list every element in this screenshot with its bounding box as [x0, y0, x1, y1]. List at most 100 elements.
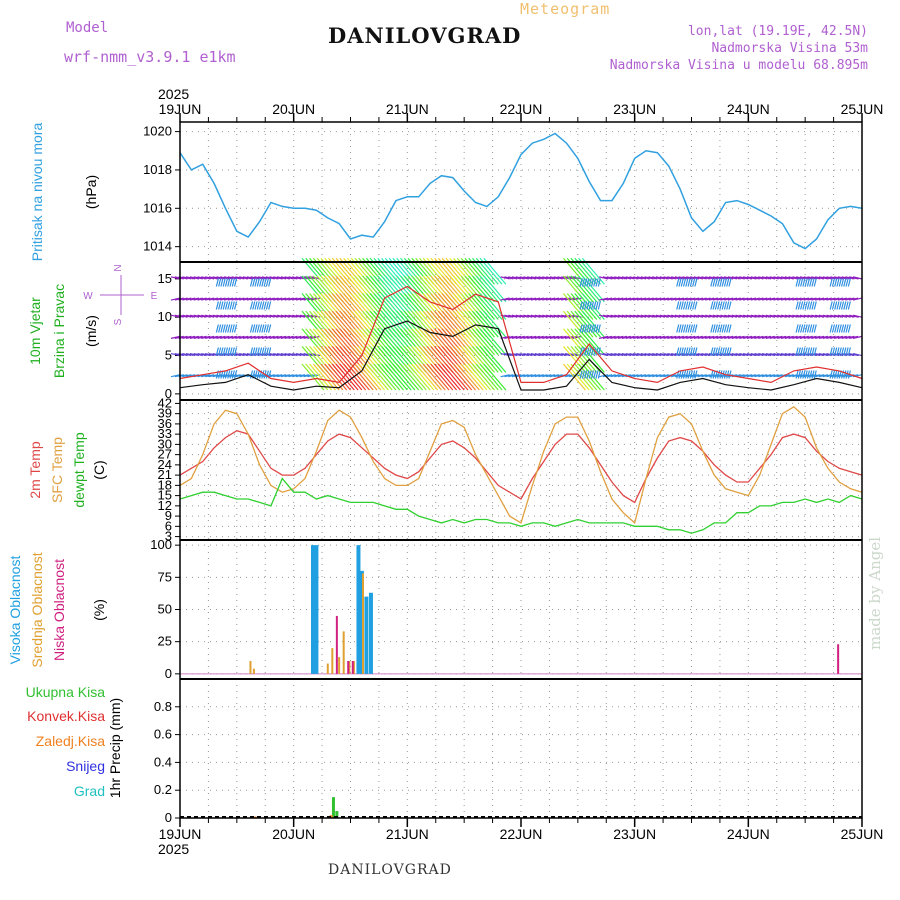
wind-arrow [780, 314, 791, 318]
day-label-top: 19JUN [159, 101, 202, 117]
wind-arrow [813, 370, 817, 379]
wind-arrow [530, 374, 541, 378]
wind-arrow [610, 297, 620, 301]
wind-arrow [504, 335, 514, 339]
wind-arrow [648, 374, 658, 378]
wind-arrow [242, 314, 253, 318]
wind-arrow [483, 363, 507, 391]
wind-arrow [193, 335, 203, 339]
wind-arrow [504, 314, 514, 318]
wind-arrow [269, 374, 279, 378]
wind-arrow [797, 324, 801, 333]
wind-arrow [667, 276, 677, 280]
wind-arrow [804, 347, 808, 356]
wind-arrow [223, 297, 234, 301]
wind-arrow [295, 297, 306, 301]
wind-arrow [682, 297, 692, 301]
wind-arrow [542, 276, 552, 280]
wind-arrow [674, 297, 685, 301]
precip-bar [331, 797, 335, 818]
wind-arrow [280, 352, 291, 357]
wind-arrow [523, 352, 533, 357]
wind-arrow [678, 314, 688, 318]
cloud-side-label-1: Visoka Oblacnost [7, 556, 23, 665]
wind-arrow [588, 301, 592, 310]
wind-arrow [599, 374, 609, 378]
wind-arrow [258, 314, 268, 318]
wind-arrow [834, 301, 838, 310]
wind-arrow [586, 278, 590, 287]
wind-arrow [586, 347, 590, 356]
wind-arrow [239, 276, 249, 280]
wind-arrow [564, 335, 575, 339]
wind-arrow [716, 335, 726, 339]
wind-arrow [697, 374, 707, 378]
wind-arrow [328, 363, 351, 391]
wind-arrow [437, 363, 461, 391]
wind-arrow [527, 297, 537, 301]
wind-arrow [250, 314, 260, 318]
wind-arrow [549, 297, 560, 301]
wind-arrow [838, 278, 842, 287]
wind-arrow [407, 363, 431, 391]
low-cloud-bar [351, 660, 354, 674]
wind-arrow [288, 374, 298, 378]
wind-arrow [617, 352, 628, 357]
wind-arrow [292, 374, 302, 378]
wind-arrow [208, 297, 219, 301]
wind-arrow [849, 335, 859, 339]
wind-arrow [676, 347, 680, 356]
wind-arrow [288, 297, 298, 301]
wind-arrow [746, 352, 757, 357]
wind-arrow [806, 301, 811, 310]
wind-arrow [246, 335, 256, 339]
wind-arrow [227, 314, 237, 318]
wind-arrow [229, 370, 233, 379]
wind-arrow [806, 370, 811, 379]
temp-unit-label: (C) [91, 460, 107, 479]
wind-arrow [829, 370, 833, 379]
wind-arrow [242, 297, 253, 301]
wind-arrow [686, 335, 696, 339]
lonlat-label: lon,lat (19.19E, 42.5N) [687, 24, 868, 39]
wind-arrow [818, 352, 829, 357]
wind-arrow [721, 370, 725, 379]
wind-arrow [284, 276, 294, 280]
wind-arrow [689, 278, 693, 287]
wind-arrow [233, 301, 238, 310]
wind-arrow [239, 352, 249, 357]
wind-arrow [784, 335, 794, 339]
wind-arrow [584, 370, 588, 379]
day-label-top: 23JUN [613, 101, 656, 117]
wind-arrow [197, 314, 207, 318]
temp-2m-line [179, 429, 863, 504]
wind-arrow [795, 347, 799, 356]
wind-arrow [229, 324, 233, 333]
wind-arrow [235, 276, 245, 280]
wind-arrow [472, 328, 495, 356]
wind-arrow [712, 314, 722, 318]
wind-arrow [553, 374, 563, 378]
wind-arrow [588, 324, 592, 333]
wind-arrow [822, 335, 832, 339]
wind-arrow [273, 374, 283, 378]
wind-arrow [831, 347, 836, 356]
wind-arrow [758, 314, 768, 318]
wind-arrow [606, 276, 616, 280]
wind-arrow [686, 276, 696, 280]
wind-arrow [475, 346, 499, 373]
wind-arrow [186, 374, 196, 378]
wind-arrow [606, 297, 616, 301]
wind-arrow [265, 324, 269, 333]
wind-arrow [829, 347, 833, 356]
wind-arrow [519, 374, 529, 378]
wind-arrow [292, 276, 302, 280]
wind-arrow [568, 297, 578, 301]
wind-arrow [714, 278, 718, 287]
wind-arrow [800, 278, 804, 287]
wind-arrow [204, 374, 215, 378]
wind-arrow [780, 276, 791, 280]
wind-arrow [807, 335, 817, 339]
low-cloud-bar [837, 644, 840, 674]
wind-arrow [621, 297, 632, 301]
